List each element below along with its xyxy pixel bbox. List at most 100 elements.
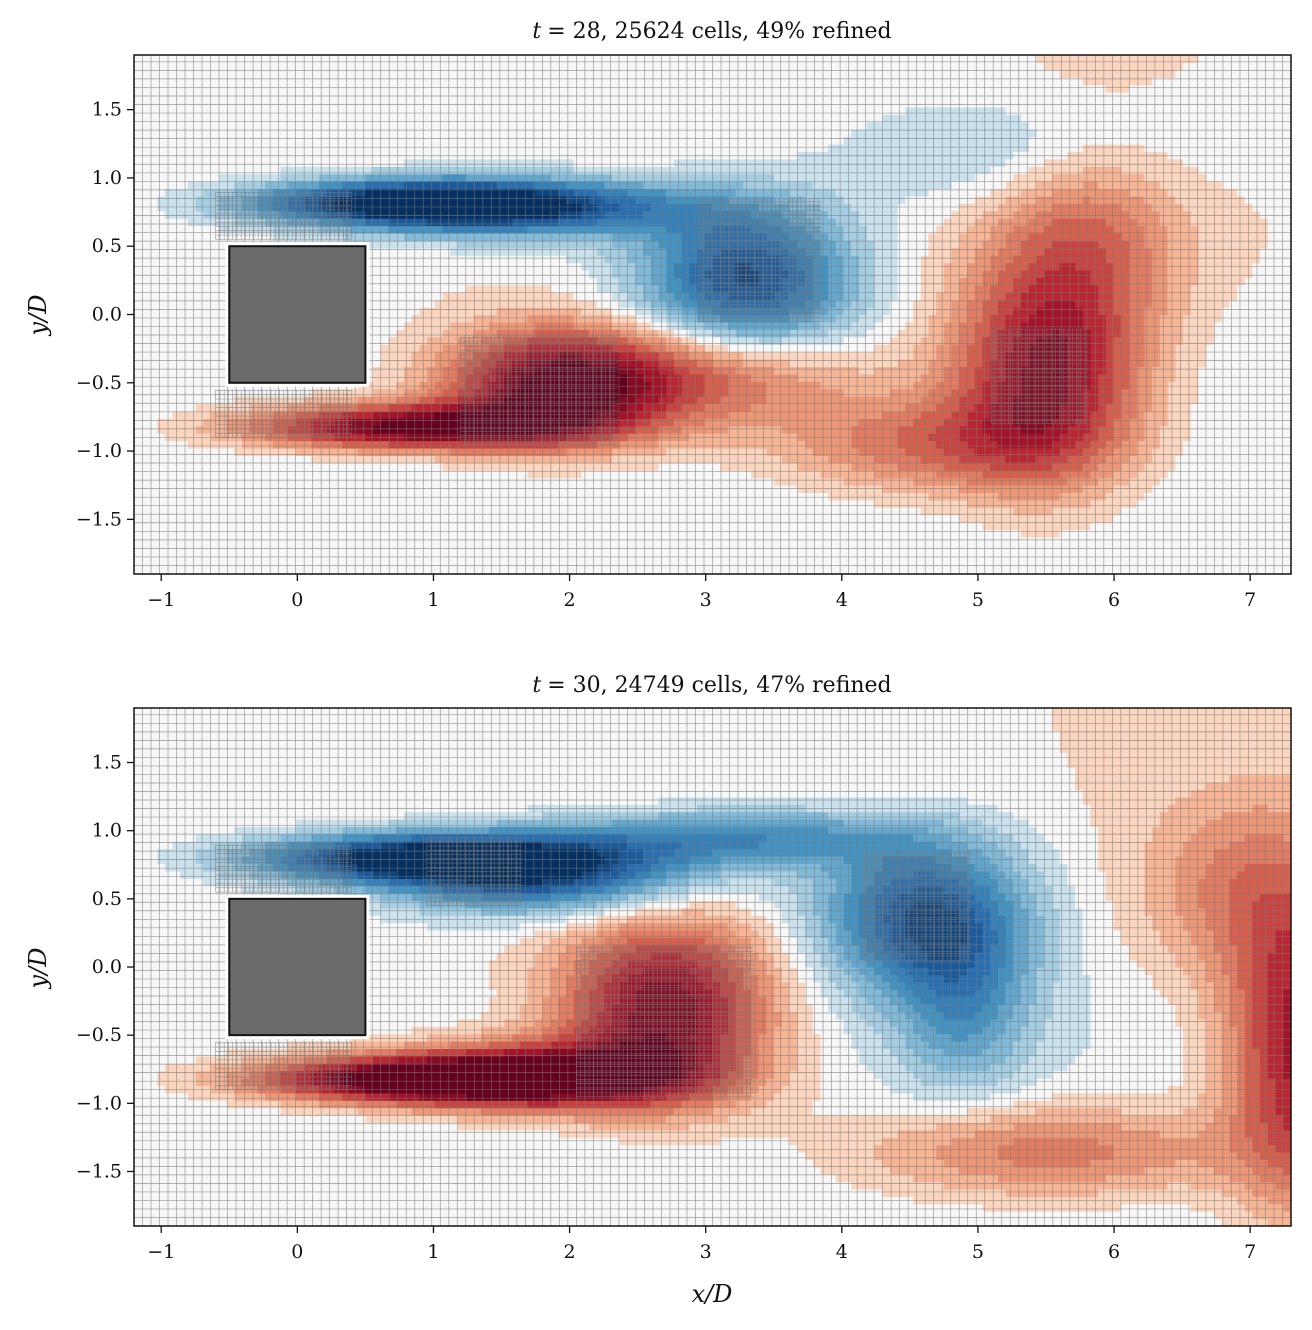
field-cell <box>542 522 552 531</box>
field-cell <box>681 403 690 412</box>
field-cell <box>666 410 675 419</box>
field-cell <box>658 470 667 479</box>
field-cell <box>565 477 575 486</box>
field-cell <box>319 470 328 479</box>
field-cell <box>658 173 667 182</box>
field-cell <box>427 255 436 264</box>
field-cell <box>234 485 243 494</box>
field-cell <box>134 551 143 560</box>
field-cell <box>635 307 644 316</box>
field-cell <box>558 181 567 190</box>
field-cell <box>573 292 582 301</box>
field-cell <box>311 440 320 449</box>
field-cell <box>164 388 174 397</box>
field-cell <box>565 277 575 286</box>
field-cell <box>187 195 197 204</box>
field-cell <box>643 366 652 375</box>
field-cell <box>203 492 212 501</box>
field-cell <box>457 210 467 219</box>
field-cell <box>550 69 559 78</box>
field-cell <box>218 203 228 212</box>
field-cell <box>388 507 397 516</box>
field-cell <box>643 396 652 405</box>
field-cell <box>157 210 166 219</box>
field-cell <box>134 62 143 71</box>
field-cell <box>180 447 189 456</box>
field-cell <box>643 522 652 531</box>
field-cell <box>527 158 536 167</box>
field-cell <box>396 529 405 538</box>
field-cell <box>295 551 305 560</box>
field-cell <box>550 195 559 204</box>
field-cell <box>349 121 359 130</box>
field-cell <box>465 566 474 574</box>
field-cell <box>195 529 205 538</box>
field-cell <box>226 514 235 523</box>
field-cell <box>226 225 235 234</box>
field-cell <box>650 292 660 301</box>
field-cell <box>481 181 490 190</box>
field-cell <box>272 551 282 560</box>
field-cell <box>396 336 405 345</box>
field-cell <box>180 270 189 279</box>
field-cell <box>511 106 521 115</box>
field-cell <box>149 166 158 175</box>
field-cell <box>450 447 459 456</box>
field-cell <box>411 270 420 279</box>
field-cell <box>481 396 490 405</box>
field-cell <box>388 143 397 152</box>
field-cell <box>573 462 582 471</box>
field-cell <box>442 270 451 279</box>
field-cell <box>457 158 467 167</box>
field-cell <box>357 143 366 152</box>
field-cell <box>295 470 305 479</box>
field-cell <box>658 247 667 256</box>
field-cell <box>388 121 397 130</box>
field-cell <box>442 551 451 560</box>
field-cell <box>319 559 328 568</box>
field-cell <box>288 99 297 108</box>
field-cell <box>542 121 552 130</box>
field-cell <box>627 218 636 227</box>
field-cell <box>195 462 205 471</box>
field-cell <box>496 69 505 78</box>
field-cell <box>581 277 590 286</box>
field-cell <box>403 559 413 568</box>
field-cell <box>326 181 336 190</box>
field-cell <box>635 366 644 375</box>
field-cell <box>519 559 528 568</box>
field-cell <box>272 106 282 115</box>
field-cell <box>666 314 675 323</box>
field-cell <box>149 203 158 212</box>
field-cell <box>666 366 675 375</box>
field-cell <box>519 292 528 301</box>
field-cell <box>442 559 451 568</box>
field-cell <box>604 529 613 538</box>
field-cell <box>650 129 660 138</box>
field-cell <box>373 344 382 353</box>
field-cell <box>442 136 451 145</box>
field-cell <box>673 99 683 108</box>
field-cell <box>627 129 636 138</box>
field-cell <box>180 551 189 560</box>
field-cell <box>558 121 567 130</box>
field-cell <box>272 181 282 190</box>
field-cell <box>157 307 166 316</box>
field-cell <box>288 514 297 523</box>
field-cell <box>388 129 397 138</box>
field-cell <box>427 225 436 234</box>
field-cell <box>396 188 405 197</box>
field-cell <box>211 84 220 93</box>
field-cell <box>565 114 575 123</box>
field-cell <box>581 514 590 523</box>
field-cell <box>604 536 613 545</box>
field-cell <box>241 166 251 175</box>
field-cell <box>496 62 505 71</box>
field-cell <box>457 225 467 234</box>
field-cell <box>141 299 151 308</box>
field-cell <box>388 358 397 367</box>
field-cell <box>666 462 675 471</box>
field-cell <box>581 203 590 212</box>
field-cell <box>141 507 151 516</box>
field-cell <box>141 477 151 486</box>
